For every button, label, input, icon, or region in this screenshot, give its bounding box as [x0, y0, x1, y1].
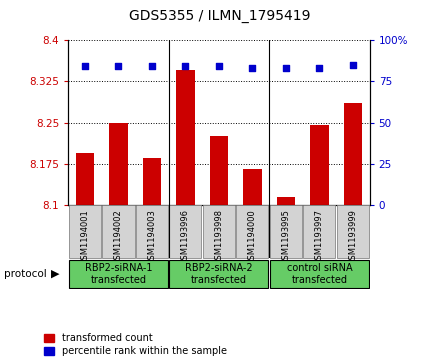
Bar	[76, 153, 94, 205]
Bar	[243, 169, 262, 205]
Point	[115, 64, 122, 69]
Text: GSM1194001: GSM1194001	[81, 209, 89, 265]
Text: GSM1193999: GSM1193999	[348, 209, 357, 265]
Bar	[109, 123, 128, 205]
FancyBboxPatch shape	[136, 205, 168, 258]
FancyBboxPatch shape	[337, 205, 369, 258]
Bar	[277, 197, 295, 205]
Text: RBP2-siRNA-1
transfected: RBP2-siRNA-1 transfected	[84, 263, 152, 285]
FancyBboxPatch shape	[69, 260, 168, 288]
Text: GSM1193995: GSM1193995	[281, 209, 290, 265]
Text: GSM1193998: GSM1193998	[214, 209, 224, 265]
Bar	[344, 103, 362, 205]
Text: GDS5355 / ILMN_1795419: GDS5355 / ILMN_1795419	[129, 9, 311, 23]
FancyBboxPatch shape	[169, 260, 268, 288]
Bar	[176, 70, 194, 205]
Legend: transformed count, percentile rank within the sample: transformed count, percentile rank withi…	[44, 333, 227, 356]
Point	[216, 64, 223, 69]
Point	[349, 62, 356, 68]
FancyBboxPatch shape	[169, 205, 202, 258]
Point	[148, 64, 155, 69]
Text: GSM1194003: GSM1194003	[147, 209, 157, 265]
FancyBboxPatch shape	[270, 205, 302, 258]
Point	[249, 65, 256, 71]
FancyBboxPatch shape	[270, 260, 369, 288]
Point	[282, 65, 290, 71]
Text: GSM1194000: GSM1194000	[248, 209, 257, 265]
Bar	[143, 158, 161, 205]
FancyBboxPatch shape	[69, 205, 101, 258]
Bar	[210, 136, 228, 205]
Text: GSM1194002: GSM1194002	[114, 209, 123, 265]
FancyBboxPatch shape	[203, 205, 235, 258]
Text: control siRNA
transfected: control siRNA transfected	[286, 263, 352, 285]
FancyBboxPatch shape	[303, 205, 335, 258]
Text: RBP2-siRNA-2
transfected: RBP2-siRNA-2 transfected	[185, 263, 253, 285]
Text: GSM1193996: GSM1193996	[181, 209, 190, 265]
Text: ▶: ▶	[51, 269, 59, 279]
FancyBboxPatch shape	[236, 205, 268, 258]
Bar	[310, 125, 329, 205]
Text: protocol: protocol	[4, 269, 47, 279]
Text: GSM1193997: GSM1193997	[315, 209, 324, 265]
Point	[182, 64, 189, 69]
FancyBboxPatch shape	[103, 205, 135, 258]
Point	[316, 65, 323, 71]
Point	[81, 64, 88, 69]
